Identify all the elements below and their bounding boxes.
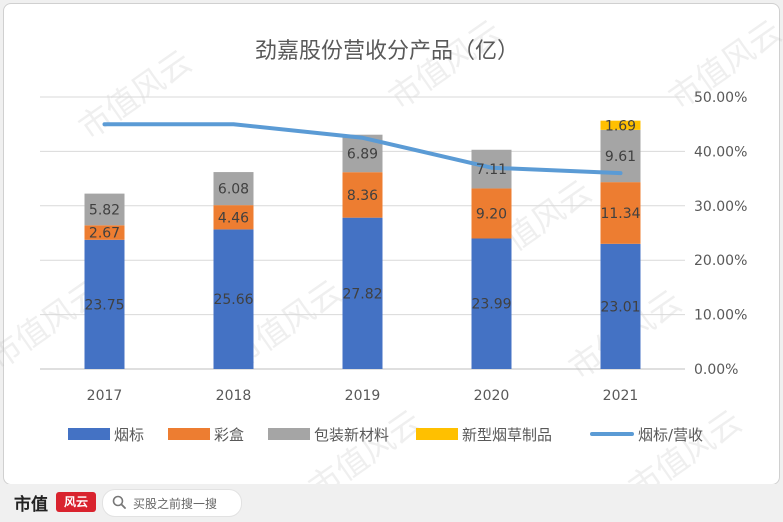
bar-segment [600, 243, 641, 369]
data-label: 8.36 [347, 188, 378, 204]
bar-segment [600, 120, 641, 130]
stacked-bar-chart: 劲嘉股份营收分产品（亿） 23.752.675.8225.664.466.082… [40, 39, 747, 444]
search-placeholder: 买股之前搜一搜 [133, 497, 218, 511]
bar-segment [213, 172, 254, 206]
data-label: 2.67 [89, 226, 120, 242]
legend-label: 烟标 [114, 426, 144, 444]
legend: 烟标 彩盒 包装新材料 新型烟草制品 烟标/营收 [68, 426, 703, 444]
brand-name: 市值 [14, 495, 48, 515]
x-axis-tick-label: 2018 [216, 388, 252, 404]
right-axis-tick-label: 40.00% [694, 144, 747, 160]
right-axis-tick-label: 10.00% [694, 308, 747, 324]
x-axis-tick-label: 2019 [345, 388, 381, 404]
search-box[interactable]: 买股之前搜一搜 [102, 489, 242, 517]
right-axis-tick-label: 50.00% [694, 90, 747, 106]
legend-swatch [168, 428, 210, 440]
right-axis-ticks: 0.00% 10.00% 20.00% 30.00% 40.00% 50.00% [694, 90, 747, 378]
bar-segment [471, 238, 512, 369]
ratio-line [102, 122, 623, 176]
footer-bar: 市值 风云 买股之前搜一搜 [0, 484, 783, 522]
bar-segment [342, 172, 383, 218]
x-axis-tick-label: 2020 [474, 388, 510, 404]
legend-swatch [268, 428, 310, 440]
right-axis-tick-label: 20.00% [694, 253, 747, 269]
legend-label: 新型烟草制品 [462, 426, 552, 444]
legend-swatch [68, 428, 110, 440]
data-label: 25.66 [213, 292, 253, 308]
x-axis-ticks: 2017 2018 2019 2020 2021 [87, 388, 639, 404]
data-label: 11.34 [600, 206, 640, 222]
legend-label: 包装新材料 [314, 426, 389, 444]
bar-segment [84, 193, 125, 226]
data-label: 4.46 [218, 210, 249, 226]
legend-swatch [416, 428, 458, 440]
bar-segment [84, 239, 125, 369]
bar-segment [213, 229, 254, 369]
data-label: 9.20 [476, 206, 507, 222]
data-label: 23.01 [600, 299, 640, 315]
ratio-line-path [102, 122, 623, 176]
bar-segment [342, 217, 383, 369]
bar-segment [471, 188, 512, 239]
data-label: 9.61 [605, 149, 636, 165]
data-labels: 23.75 2.67 5.82 25.66 4.46 6.08 27.82 8.36 6.89 2… [84, 118, 640, 315]
bar-segment [84, 225, 125, 240]
bar-segment [213, 205, 254, 230]
data-label: 23.75 [84, 297, 124, 313]
x-axis-tick-label: 2017 [87, 388, 123, 404]
data-label: 6.89 [347, 146, 378, 162]
right-axis-tick-label: 0.00% [694, 362, 738, 378]
brand-logo: 风云 [56, 492, 96, 512]
data-label: 5.82 [89, 202, 120, 218]
data-label: 23.99 [471, 297, 511, 313]
data-label: 1.69 [605, 118, 636, 134]
search-icon [112, 495, 126, 509]
x-axis-tick-label: 2021 [603, 388, 639, 404]
legend-label: 烟标/营收 [638, 426, 703, 444]
chart-card [3, 3, 780, 485]
bars [84, 120, 641, 369]
right-axis-tick-label: 30.00% [694, 199, 747, 215]
bar-segment [600, 182, 641, 244]
data-label: 6.08 [218, 182, 249, 198]
data-label: 27.82 [342, 286, 382, 302]
data-label: 7.11 [476, 162, 507, 178]
legend-label: 彩盒 [214, 426, 244, 444]
chart-title: 劲嘉股份营收分产品（亿） [255, 39, 519, 64]
